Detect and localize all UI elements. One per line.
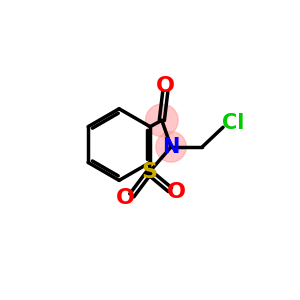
Text: S: S <box>141 162 157 182</box>
Text: N: N <box>162 137 180 157</box>
Circle shape <box>156 132 186 162</box>
Text: O: O <box>156 76 175 96</box>
Circle shape <box>146 104 178 136</box>
Text: Cl: Cl <box>222 112 244 133</box>
Text: O: O <box>167 182 186 202</box>
Text: O: O <box>116 188 135 208</box>
